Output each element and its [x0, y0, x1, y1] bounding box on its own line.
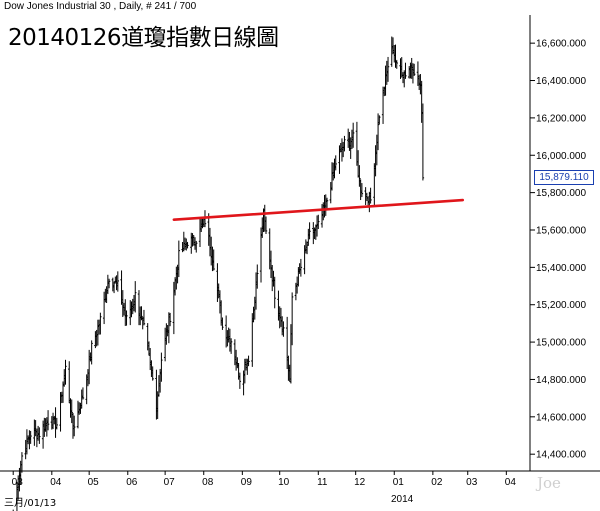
price-bar: [376, 113, 380, 151]
price-bar: [325, 197, 329, 208]
x-tick-label: 02: [431, 477, 443, 488]
y-axis: 14,400.000 14,600.000 14,800.000 15,000.000…: [530, 39, 586, 461]
x-tick-label: 09: [241, 477, 253, 488]
price-bar: [151, 366, 154, 381]
watermark: Joe: [537, 474, 561, 492]
price-bar: [273, 276, 276, 309]
price-bar: [177, 240, 181, 278]
y-tick-label: 15,400.000: [536, 263, 586, 274]
price-bar: [81, 387, 85, 400]
price-bar: [55, 417, 58, 430]
price-bar: [20, 452, 24, 473]
price-bar: [334, 155, 337, 171]
y-tick-label: 16,000.000: [536, 151, 586, 162]
price-bar: [317, 214, 320, 229]
price-bar: [378, 115, 381, 125]
price-bar: [73, 415, 76, 437]
price-bar: [38, 427, 41, 444]
price-bar: [29, 430, 32, 444]
price-bar: [90, 340, 93, 365]
y-tick-label: 15,000.000: [536, 338, 586, 349]
y-tick-label: 16,600.000: [536, 39, 586, 50]
x-tick-label: 03: [12, 477, 24, 488]
chart-frame: [0, 15, 600, 472]
price-bar: [186, 241, 189, 249]
price-bar: [229, 338, 233, 354]
price-bar: [404, 62, 407, 79]
price-bar: [343, 135, 346, 152]
x-tick-label: 05: [88, 477, 100, 488]
price-bar: [412, 63, 416, 76]
y-tick-label: 14,600.000: [536, 412, 586, 423]
price-bar: [212, 249, 215, 271]
price-bar: [386, 56, 390, 82]
year-label: 2014: [391, 494, 414, 505]
price-bar: [290, 292, 294, 346]
price-bar: [140, 306, 143, 321]
price-bar: [358, 165, 361, 187]
x-tick-label: 04: [505, 477, 517, 488]
price-bar: [195, 240, 198, 253]
price-bar: [256, 264, 259, 289]
price-bar: [160, 352, 163, 382]
price-bar: [68, 361, 71, 404]
price-bar: [70, 399, 73, 424]
x-axis: 03 04 05 06 07 08 09 10 11 12 01 02 03 04: [12, 471, 517, 488]
x-tick-label: 12: [354, 477, 366, 488]
price-bar: [125, 310, 128, 326]
price-bar: [99, 312, 102, 335]
y-tick-label: 15,200.000: [536, 300, 586, 311]
x-tick-label: 11: [317, 477, 328, 488]
x-tick-label: 08: [202, 477, 214, 488]
trendline: [172, 198, 465, 222]
start-date-label: 三月/01/13: [4, 498, 57, 509]
price-bar: [351, 122, 355, 148]
chart-title: 20140126道瓊指數日線圖: [8, 25, 279, 51]
chart-info: Dow Jones Industrial 30 , Daily, # 241 /…: [4, 1, 197, 12]
price-bar: [46, 410, 50, 431]
x-tick-label: 10: [278, 477, 290, 488]
price-bar: [64, 359, 67, 385]
y-tick-label: 14,800.000: [536, 375, 586, 386]
price-bar: [282, 321, 285, 337]
x-tick-label: 01: [393, 477, 405, 488]
x-tick-label: 06: [126, 477, 138, 488]
price-bar: [308, 222, 311, 240]
price-bar: [116, 271, 120, 292]
price-bars: [12, 36, 425, 511]
y-tick-label: 16,400.000: [536, 76, 586, 87]
y-tick-label: 15,800.000: [536, 188, 586, 199]
last-value-label: 15,879.110: [534, 170, 594, 185]
price-bar: [395, 59, 398, 69]
y-tick-label: 16,200.000: [536, 113, 586, 124]
price-bar: [168, 312, 172, 327]
x-tick-label: 04: [50, 477, 62, 488]
y-tick-label: 14,400.000: [536, 450, 586, 461]
price-bar: [299, 258, 303, 277]
price-bar: [107, 278, 111, 289]
price-bar: [421, 103, 425, 181]
x-tick-label: 07: [164, 477, 176, 488]
price-bar: [221, 317, 224, 330]
price-bar: [264, 216, 268, 235]
y-tick-label: 15,600.000: [536, 225, 586, 236]
x-tick-label: 03: [466, 477, 478, 488]
price-bar: [360, 183, 364, 198]
price-bar: [142, 309, 146, 326]
price-bar: [238, 372, 242, 389]
price-bar: [369, 187, 372, 204]
price-bar: [247, 355, 250, 367]
price-bar: [134, 281, 137, 313]
